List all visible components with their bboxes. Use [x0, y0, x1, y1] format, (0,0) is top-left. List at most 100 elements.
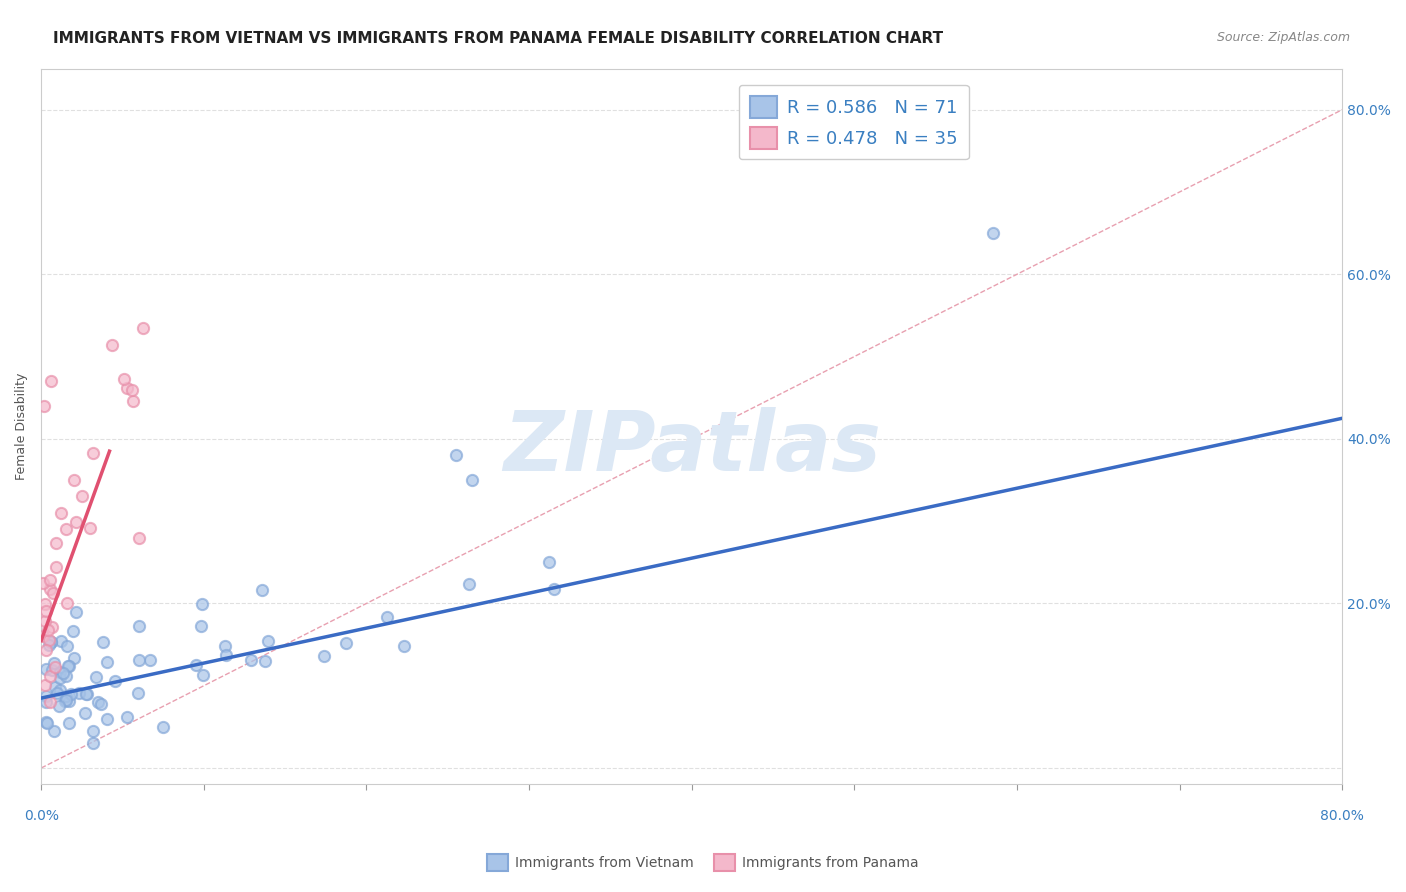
Point — [49, 633, 72, 648]
Point — [55, 669, 77, 683]
Point — [35, 695, 58, 709]
Point — [37, 624, 59, 638]
Point — [538, 555, 561, 569]
Point — [56, 659, 79, 673]
Point — [49, 665, 72, 679]
Point — [62, 473, 84, 487]
Text: ZIPatlas: ZIPatlas — [503, 408, 880, 489]
Point — [65, 605, 87, 619]
Legend: Immigrants from Vietnam, Immigrants from Panama: Immigrants from Vietnam, Immigrants from… — [482, 848, 924, 876]
Point — [191, 597, 214, 611]
Point — [67, 685, 90, 699]
Point — [253, 654, 276, 668]
Point — [39, 635, 62, 649]
Point — [34, 399, 56, 413]
Point — [461, 473, 484, 487]
Point — [121, 393, 143, 408]
Point — [34, 615, 56, 629]
Point — [112, 371, 135, 385]
Point — [31, 629, 53, 643]
Point — [45, 685, 67, 699]
Point — [377, 610, 399, 624]
Point — [128, 619, 150, 633]
Point — [73, 706, 96, 721]
Point — [131, 321, 153, 335]
Point — [190, 619, 212, 633]
Point — [39, 374, 62, 388]
Point — [39, 669, 62, 683]
Point — [34, 597, 56, 611]
Point — [35, 715, 58, 730]
Point — [152, 720, 174, 734]
Point — [239, 653, 262, 667]
Point — [65, 515, 87, 529]
Point — [127, 685, 149, 699]
Legend: R = 0.586   N = 71, R = 0.478   N = 35: R = 0.586 N = 71, R = 0.478 N = 35 — [738, 85, 969, 160]
Point — [90, 697, 112, 711]
Point — [42, 586, 65, 600]
Point — [39, 573, 62, 587]
Point — [38, 695, 60, 709]
Point — [75, 688, 97, 702]
Point — [139, 653, 162, 667]
Point — [60, 687, 83, 701]
Point — [543, 582, 565, 597]
Point — [82, 736, 104, 750]
Point — [55, 522, 77, 536]
Point — [62, 650, 84, 665]
Point — [35, 604, 58, 618]
Point — [193, 668, 215, 682]
Point — [34, 678, 56, 692]
Point — [45, 560, 67, 574]
Point — [35, 716, 58, 731]
Point — [256, 633, 278, 648]
Point — [58, 659, 80, 673]
Text: 80.0%: 80.0% — [1320, 809, 1364, 823]
Point — [49, 671, 72, 685]
Point — [394, 639, 416, 653]
Point — [79, 520, 101, 534]
Point — [104, 673, 127, 688]
Point — [49, 506, 72, 520]
Point — [38, 632, 60, 647]
Text: 0.0%: 0.0% — [24, 809, 59, 823]
Point — [121, 383, 143, 397]
Point — [70, 490, 93, 504]
Point — [44, 681, 66, 695]
Point — [48, 698, 70, 713]
Point — [76, 687, 98, 701]
Point — [35, 689, 58, 703]
Point — [39, 582, 62, 596]
Y-axis label: Female Disability: Female Disability — [15, 373, 28, 480]
Point — [214, 639, 236, 653]
Point — [41, 620, 63, 634]
Point — [45, 536, 67, 550]
Point — [35, 643, 58, 657]
Text: Source: ZipAtlas.com: Source: ZipAtlas.com — [1216, 31, 1350, 45]
Point — [44, 660, 66, 674]
Point — [56, 596, 79, 610]
Text: IMMIGRANTS FROM VIETNAM VS IMMIGRANTS FROM PANAMA FEMALE DISABILITY CORRELATION : IMMIGRANTS FROM VIETNAM VS IMMIGRANTS FR… — [53, 31, 943, 46]
Point — [117, 709, 139, 723]
Point — [62, 624, 84, 639]
Point — [444, 448, 467, 462]
Point — [82, 723, 104, 738]
Point — [457, 576, 479, 591]
Point — [100, 338, 122, 352]
Point — [981, 226, 1004, 240]
Point — [186, 657, 208, 672]
Point — [41, 663, 63, 677]
Point — [84, 670, 107, 684]
Point — [82, 446, 104, 460]
Point — [52, 666, 75, 681]
Point — [214, 648, 236, 662]
Point — [55, 693, 77, 707]
Point — [55, 689, 77, 703]
Point — [39, 634, 62, 648]
Point — [53, 694, 76, 708]
Point — [44, 656, 66, 670]
Point — [96, 712, 118, 726]
Point — [312, 649, 335, 664]
Point — [250, 583, 273, 598]
Point — [48, 683, 70, 698]
